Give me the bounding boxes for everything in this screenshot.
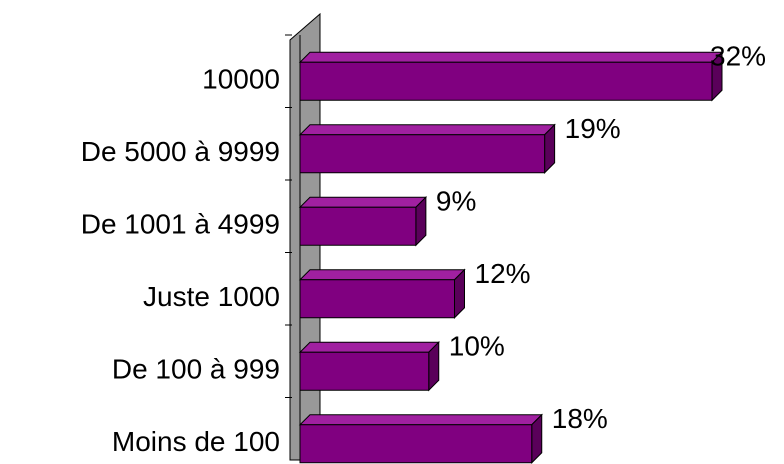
bar-top xyxy=(298,196,428,208)
bar-top xyxy=(298,414,543,426)
value-label: 18% xyxy=(552,403,608,434)
value-label: 12% xyxy=(475,258,531,289)
value-label: 32% xyxy=(710,41,766,72)
category-label: De 100 à 999 xyxy=(112,354,280,385)
category-label: Moins de 100 xyxy=(112,426,280,457)
bar xyxy=(298,413,543,464)
value-label: 19% xyxy=(565,113,621,144)
category-label: De 1001 à 4999 xyxy=(81,209,280,240)
bar-top xyxy=(298,51,724,63)
bar-front xyxy=(299,61,713,101)
bar xyxy=(298,51,724,102)
bar-top xyxy=(298,341,440,353)
bar-front xyxy=(299,206,417,246)
bar xyxy=(298,196,428,247)
bar-top xyxy=(298,124,556,136)
bar xyxy=(298,268,466,319)
category-label: De 5000 à 9999 xyxy=(81,136,280,167)
bar-front xyxy=(299,424,533,464)
bar-front xyxy=(299,351,430,391)
value-label: 9% xyxy=(436,186,476,217)
bar-top xyxy=(298,269,466,281)
category-label: Juste 1000 xyxy=(143,281,280,312)
value-label: 10% xyxy=(449,331,505,362)
bar-front xyxy=(299,279,455,319)
bar-front xyxy=(299,134,546,174)
bar xyxy=(298,123,556,174)
category-label: 10000 xyxy=(202,64,280,95)
bar xyxy=(298,341,440,392)
